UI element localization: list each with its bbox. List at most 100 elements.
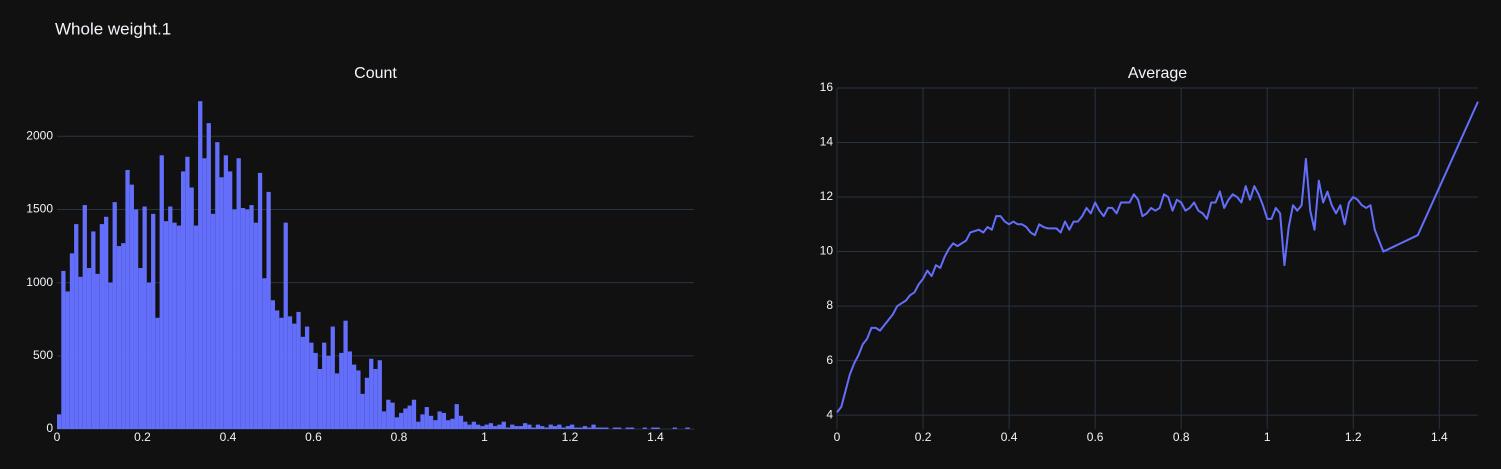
histogram-bar xyxy=(416,421,421,429)
x-tick-label: 0.8 xyxy=(391,430,408,444)
y-tick-label: 12 xyxy=(820,189,834,203)
histogram-bar xyxy=(493,426,498,429)
histogram-bar xyxy=(356,370,361,429)
histogram-bar xyxy=(672,427,677,429)
histogram-bar xyxy=(232,209,237,429)
histogram-bar xyxy=(151,213,156,429)
histogram-bar xyxy=(570,424,575,429)
histogram-bar xyxy=(565,426,571,429)
histogram-bar xyxy=(386,399,391,429)
y-tick-label: 1500 xyxy=(26,202,53,216)
histogram-bar xyxy=(578,427,583,429)
histogram-bar xyxy=(373,368,378,429)
histogram-bar xyxy=(74,224,79,429)
histogram-bar xyxy=(82,205,87,429)
histogram-bar xyxy=(121,243,126,429)
histogram-bar xyxy=(108,282,113,429)
histogram-bar xyxy=(313,352,318,429)
histogram-bar xyxy=(168,206,173,429)
histogram-bar xyxy=(612,427,618,429)
histogram-bar xyxy=(424,407,429,429)
histogram-bar xyxy=(591,424,596,429)
histogram-bar xyxy=(407,405,412,429)
y-tick-label: 10 xyxy=(820,244,834,258)
histogram-bar xyxy=(403,408,408,429)
y-tick-label: 0 xyxy=(46,421,53,435)
histogram-bar xyxy=(219,177,224,429)
x-tick-label: 0 xyxy=(54,430,61,444)
histogram-bar xyxy=(625,427,630,429)
histogram-bar xyxy=(279,317,284,429)
histogram-bar xyxy=(475,424,481,429)
histogram-bar xyxy=(343,320,348,429)
histogram-bar xyxy=(347,351,352,429)
histogram-bar xyxy=(540,426,545,429)
histogram-bar xyxy=(262,278,267,429)
histogram-bar xyxy=(587,427,592,429)
histogram-bar xyxy=(351,364,357,429)
histogram-bar xyxy=(253,222,258,429)
x-tick-label: 1 xyxy=(481,430,488,444)
histogram-bar xyxy=(326,355,331,429)
y-tick-label: 500 xyxy=(33,348,53,362)
histogram-bar xyxy=(471,421,476,429)
histogram-bar xyxy=(210,213,216,429)
histogram-bar xyxy=(116,246,122,429)
histogram-bar xyxy=(275,310,280,429)
line-series xyxy=(836,101,1479,413)
histogram-bar xyxy=(595,427,600,429)
histogram-bar xyxy=(522,423,528,429)
y-tick-label: 8 xyxy=(826,298,833,312)
subplot-title: Count xyxy=(354,65,397,82)
histogram-bar xyxy=(330,326,335,429)
histogram-bar xyxy=(215,142,220,429)
histogram-bar xyxy=(488,423,494,429)
histogram-bar xyxy=(322,342,327,429)
y-tick-label: 16 xyxy=(820,80,834,94)
histogram-bar xyxy=(287,316,293,429)
histogram-bar xyxy=(544,427,549,429)
histogram-bar xyxy=(446,420,451,429)
histogram-bar xyxy=(249,205,254,429)
x-tick-label: 0.4 xyxy=(220,430,237,444)
histogram-bar xyxy=(206,123,211,430)
x-tick-label: 0.8 xyxy=(1173,430,1190,444)
histogram-bar xyxy=(377,360,382,429)
histogram-bar xyxy=(283,222,288,429)
histogram-bar xyxy=(133,209,139,429)
subplot-title: Average xyxy=(1128,65,1187,82)
histogram-bar xyxy=(270,300,276,429)
histogram-bar xyxy=(202,158,207,429)
histogram-bar xyxy=(535,424,541,429)
histogram-bar xyxy=(193,225,199,429)
histogram-bar xyxy=(411,399,417,429)
histogram-bar xyxy=(240,208,246,429)
histogram-bar xyxy=(467,424,472,429)
histogram-bar xyxy=(557,424,562,429)
x-tick-label: 1.4 xyxy=(1431,430,1448,444)
histogram-bar xyxy=(651,427,656,429)
histogram-bar xyxy=(236,158,241,429)
histogram-bar xyxy=(223,155,229,429)
histogram-bar xyxy=(629,427,635,429)
histogram-bar xyxy=(155,317,160,429)
histogram-bar xyxy=(309,342,314,429)
histogram-bar xyxy=(480,426,485,429)
histogram-bar xyxy=(390,402,395,429)
y-tick-label: 4 xyxy=(826,407,833,421)
y-tick-label: 2000 xyxy=(26,128,53,142)
histogram-bar xyxy=(369,358,374,429)
histogram-bar xyxy=(129,184,134,429)
histogram-bar xyxy=(91,231,96,429)
histogram-bar xyxy=(245,209,250,429)
histogram-bar xyxy=(527,424,532,429)
histogram-bar xyxy=(159,155,164,429)
histogram-bar xyxy=(180,171,186,429)
histogram-bar xyxy=(531,427,536,429)
histogram-bar xyxy=(548,424,553,429)
histogram-bar xyxy=(142,206,147,429)
x-tick-label: 0.4 xyxy=(1001,430,1018,444)
histogram-bar xyxy=(257,172,263,429)
histogram-bar xyxy=(95,273,100,429)
histogram-bar xyxy=(292,323,297,429)
